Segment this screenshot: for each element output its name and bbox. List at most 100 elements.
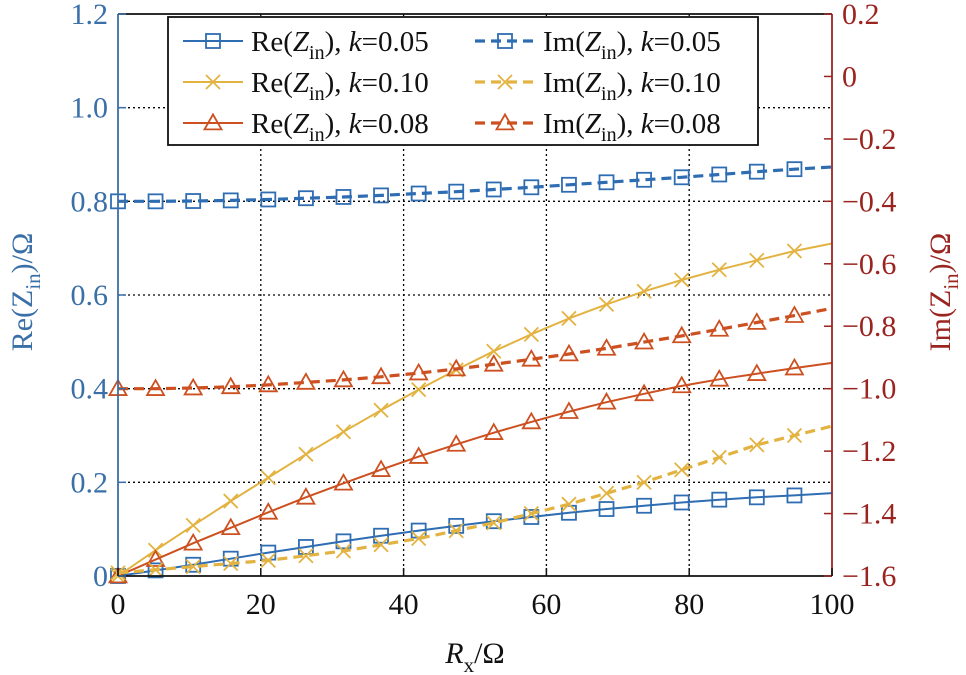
series-re-k008 bbox=[107, 357, 833, 584]
y-right-axis-label: Im(Zin)/Ω bbox=[924, 233, 963, 352]
legend-part: Im( bbox=[543, 26, 585, 58]
data-point bbox=[295, 487, 316, 505]
data-point bbox=[748, 489, 765, 506]
series-line bbox=[118, 165, 833, 203]
data-point bbox=[523, 505, 539, 522]
legend-part: Im( bbox=[543, 67, 585, 99]
marker-stroke bbox=[786, 427, 803, 444]
data-point bbox=[711, 166, 728, 183]
data-point bbox=[483, 353, 504, 372]
data-point bbox=[335, 424, 352, 440]
data-point bbox=[410, 185, 427, 202]
y-left-axis-label: Re(Zin)/Ω bbox=[6, 233, 45, 352]
data-point bbox=[483, 422, 504, 440]
data-point bbox=[749, 437, 765, 453]
bottom-tick-label: 40 bbox=[389, 588, 419, 621]
data-point bbox=[673, 494, 690, 511]
marker-stroke bbox=[185, 558, 201, 575]
legend-comma: ), bbox=[617, 67, 641, 99]
right-tick-label: 0 bbox=[842, 60, 857, 93]
legend-sub: in bbox=[309, 83, 325, 105]
data-point bbox=[147, 193, 164, 210]
series-layer bbox=[107, 161, 833, 584]
data-point bbox=[561, 176, 577, 193]
legend-part: Re( bbox=[251, 108, 293, 140]
legend-comma: ), bbox=[617, 26, 641, 58]
right-tick-label: −0.2 bbox=[842, 123, 896, 156]
data-point bbox=[183, 532, 204, 551]
legend-entry: Re(Zin), k=0.10 bbox=[183, 67, 429, 105]
data-point bbox=[709, 368, 730, 387]
legend-entry: Re(Zin), k=0.05 bbox=[183, 26, 429, 64]
data-point bbox=[711, 491, 728, 508]
legend-k-value: =0.05 bbox=[362, 26, 429, 58]
left-tick-label: 1.2 bbox=[71, 0, 109, 31]
marker-stroke bbox=[223, 493, 239, 509]
legend-label: Re(Zin), k=0.10 bbox=[251, 67, 429, 105]
data-point bbox=[185, 558, 201, 575]
data-point bbox=[746, 312, 767, 330]
legend-k: k bbox=[349, 26, 363, 58]
legend-label: Im(Zin), k=0.05 bbox=[543, 26, 721, 64]
data-point bbox=[786, 427, 803, 444]
data-point bbox=[786, 161, 803, 178]
left-tick-label: 0.6 bbox=[71, 279, 109, 312]
legend-k: k bbox=[641, 26, 655, 58]
marker-stroke bbox=[598, 296, 615, 313]
data-point bbox=[749, 252, 765, 268]
data-point bbox=[408, 446, 429, 464]
marker-stroke bbox=[373, 537, 389, 553]
data-point bbox=[671, 325, 692, 344]
legend-marker bbox=[205, 74, 221, 90]
legend-k-value: =0.08 bbox=[654, 108, 721, 140]
data-point bbox=[373, 402, 389, 418]
data-point bbox=[561, 496, 577, 512]
marker-stroke bbox=[298, 446, 314, 462]
data-point bbox=[258, 374, 279, 393]
marker-stroke bbox=[448, 523, 464, 539]
data-point bbox=[521, 349, 542, 367]
series-line bbox=[117, 424, 833, 575]
data-point bbox=[786, 487, 803, 504]
series-line bbox=[118, 306, 833, 391]
data-point bbox=[523, 326, 539, 342]
data-point bbox=[295, 372, 316, 390]
data-point bbox=[561, 310, 577, 327]
data-point bbox=[333, 369, 354, 388]
legend-marker bbox=[205, 33, 221, 49]
data-point bbox=[671, 375, 692, 394]
x-label-sub: x bbox=[464, 653, 475, 675]
data-point bbox=[222, 550, 239, 567]
right-tick-label: −0.4 bbox=[842, 185, 896, 218]
data-point bbox=[521, 411, 542, 430]
series-line bbox=[117, 361, 833, 577]
data-point bbox=[748, 163, 765, 180]
data-point bbox=[258, 501, 279, 520]
marker-stroke bbox=[749, 437, 765, 453]
data-point bbox=[220, 517, 241, 536]
data-point bbox=[185, 517, 201, 534]
data-point bbox=[335, 543, 352, 559]
data-point bbox=[411, 530, 427, 547]
marker-stroke bbox=[497, 74, 513, 90]
data-point bbox=[446, 434, 467, 452]
legend-label: Re(Zin), k=0.08 bbox=[251, 108, 429, 146]
series-im-k010 bbox=[110, 424, 833, 581]
data-point bbox=[596, 338, 617, 356]
legend-k: k bbox=[641, 108, 655, 140]
legend-z: Z bbox=[585, 67, 602, 99]
legend-z: Z bbox=[293, 26, 310, 58]
data-point bbox=[373, 537, 389, 553]
legend-sub: in bbox=[309, 42, 325, 64]
legend-comma: ), bbox=[617, 108, 641, 140]
data-point bbox=[673, 169, 690, 186]
data-point bbox=[674, 462, 690, 478]
marker-stroke bbox=[636, 474, 652, 490]
legend-comma: ), bbox=[325, 26, 349, 58]
left-tick-label: 0.2 bbox=[71, 466, 109, 499]
legend-sub: in bbox=[601, 42, 617, 64]
data-point bbox=[598, 174, 615, 191]
data-point bbox=[784, 305, 805, 323]
data-point bbox=[596, 391, 617, 410]
